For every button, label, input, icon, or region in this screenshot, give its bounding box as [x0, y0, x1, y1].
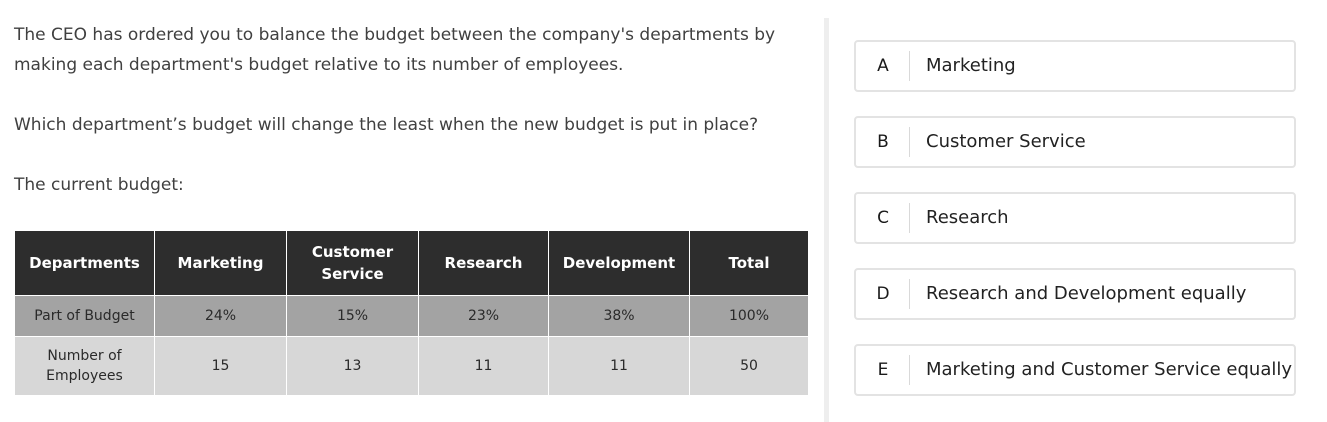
table-cell: 23% [418, 295, 549, 337]
header-research: Research [418, 230, 549, 296]
header-customer-service: Customer Service [286, 230, 419, 296]
option-a[interactable]: A Marketing [854, 40, 1296, 92]
option-separator [909, 279, 910, 309]
option-label: Marketing and Customer Service equally [926, 359, 1293, 380]
option-letter: B [877, 132, 889, 152]
option-letter: E [877, 360, 889, 380]
option-label: Customer Service [926, 131, 1086, 152]
table-cell: 15% [286, 295, 419, 337]
option-letter: D [876, 284, 890, 304]
option-letter: A [877, 56, 889, 76]
row-label: Part of Budget [14, 295, 155, 337]
header-development: Development [548, 230, 690, 296]
table-cell: 15 [154, 336, 287, 396]
answer-options: A Marketing B Customer Service C Researc… [854, 0, 1300, 422]
option-separator [909, 51, 910, 81]
table-cell: 13 [286, 336, 419, 396]
question-prompt: Which department’s budget will change th… [14, 115, 759, 135]
option-label: Research [926, 207, 1009, 228]
table-cell: 50 [689, 336, 809, 396]
option-b[interactable]: B Customer Service [854, 116, 1296, 168]
question-intro: The CEO has ordered you to balance the b… [14, 25, 776, 75]
option-d[interactable]: D Research and Development equally [854, 268, 1296, 320]
pane-divider [824, 18, 829, 422]
table-cell: 11 [548, 336, 690, 396]
option-separator [909, 203, 910, 233]
table-row: Number of Employees 15 13 11 11 50 [14, 336, 809, 396]
option-separator [909, 127, 910, 157]
header-total: Total [689, 230, 809, 296]
option-e[interactable]: E Marketing and Customer Service equally [854, 344, 1296, 396]
header-marketing: Marketing [154, 230, 287, 296]
option-separator [909, 355, 910, 385]
header-departments: Departments [14, 230, 155, 296]
table-header-row: Departments Marketing Customer Service R… [14, 230, 809, 296]
row-label: Number of Employees [14, 336, 155, 396]
option-label: Marketing [926, 55, 1016, 76]
table-cell: 100% [689, 295, 809, 337]
budget-label: The current budget: [14, 175, 184, 195]
table-cell: 38% [548, 295, 690, 337]
question-pane: The CEO has ordered you to balance the b… [14, 25, 809, 396]
option-letter: C [877, 208, 889, 228]
table-row: Part of Budget 24% 15% 23% 38% 100% [14, 295, 809, 337]
budget-table: Departments Marketing Customer Service R… [14, 230, 809, 396]
option-label: Research and Development equally [926, 283, 1247, 304]
table-cell: 11 [418, 336, 549, 396]
table-cell: 24% [154, 295, 287, 337]
option-c[interactable]: C Research [854, 192, 1296, 244]
